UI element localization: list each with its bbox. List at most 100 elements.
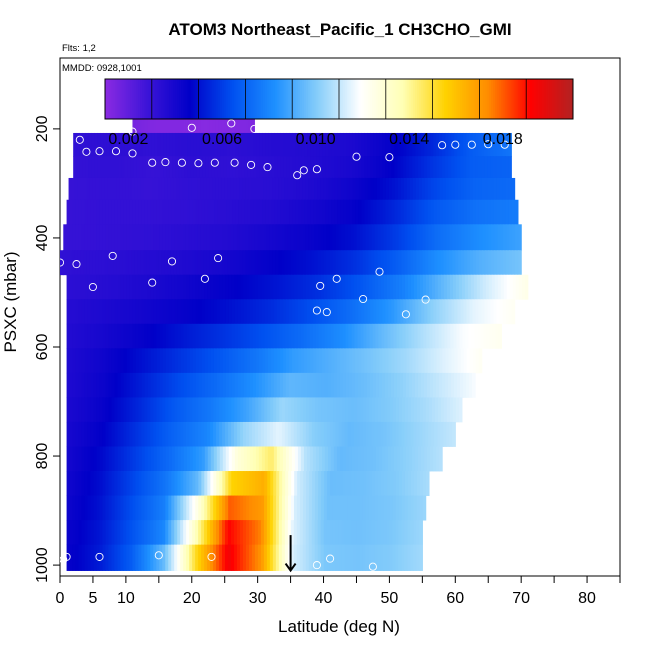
heatmap-cell (401, 421, 406, 447)
heatmap-cell (138, 348, 143, 374)
heatmap-cell (336, 274, 340, 300)
heatmap-cell (114, 274, 119, 300)
heatmap-cell (121, 132, 125, 157)
heatmap-cell (243, 421, 247, 447)
heatmap-cell (205, 132, 209, 157)
heatmap-cell (395, 544, 400, 571)
heatmap-cell (380, 544, 385, 571)
sample-point (332, 274, 341, 283)
colorbar-segment (469, 79, 473, 119)
colorbar-segment (520, 79, 523, 119)
heatmap-cell (221, 177, 225, 201)
heatmap-cell (491, 250, 495, 276)
heatmap-cell (362, 224, 367, 251)
heatmap-cell (156, 446, 161, 472)
heatmap-cell (325, 299, 329, 325)
heatmap-cell (407, 544, 411, 571)
heatmap-cell (256, 348, 260, 374)
heatmap-cell (150, 397, 155, 423)
heatmap-cell (274, 199, 278, 225)
heatmap-cell (297, 471, 301, 496)
colorbar-segment (358, 79, 361, 119)
heatmap-cell (150, 544, 154, 571)
heatmap-cell (433, 177, 438, 201)
heatmap-cell (141, 397, 146, 423)
heatmap-cell (452, 421, 456, 447)
colorbar-segment (370, 79, 373, 119)
heatmap-cell (135, 199, 140, 225)
heatmap-cell (136, 156, 140, 179)
heatmap-cell (414, 372, 419, 398)
heatmap-cell (216, 348, 221, 374)
heatmap-cell (483, 323, 488, 349)
heatmap-cell (228, 421, 232, 447)
sample-point (161, 158, 170, 167)
heatmap-cell (464, 274, 469, 300)
heatmap-cell (434, 250, 438, 276)
heatmap-cell (351, 397, 355, 423)
heatmap-cell (314, 544, 319, 571)
colorbar-segment (426, 79, 430, 119)
heatmap-cell (63, 224, 67, 251)
heatmap-cell (311, 520, 316, 546)
heatmap-cell (105, 421, 110, 447)
heatmap-cell (172, 156, 176, 179)
heatmap-cell (400, 446, 404, 472)
heatmap-cell (266, 224, 271, 251)
colorbar-segment (128, 79, 131, 119)
heatmap-cell (153, 544, 157, 571)
colorbar-segment (212, 79, 215, 119)
heatmap-cell (310, 132, 314, 157)
heatmap-cell (351, 274, 355, 300)
heatmap-cell (401, 224, 406, 251)
heatmap-cell (394, 199, 399, 225)
heatmap-cell (375, 397, 379, 423)
heatmap-cell (342, 471, 346, 496)
heatmap-cell (352, 132, 356, 157)
x-tick-label: 20 (183, 590, 201, 607)
heatmap-cell (301, 156, 305, 179)
heatmap-cell (156, 421, 160, 447)
heatmap-cell (415, 199, 420, 225)
heatmap-cell (248, 177, 252, 201)
heatmap-cell (384, 274, 388, 300)
heatmap-cell (349, 156, 353, 179)
heatmap-cell (484, 177, 489, 201)
heatmap-cell (278, 250, 283, 276)
heatmap-cell (419, 544, 423, 571)
heatmap-cell (436, 299, 441, 325)
heatmap-cell (90, 348, 95, 374)
heatmap-cell (369, 372, 374, 398)
heatmap-cell (497, 250, 501, 276)
heatmap-cell (258, 323, 263, 349)
heatmap-cell (437, 421, 441, 447)
heatmap-cell (357, 323, 362, 349)
heatmap-cell (255, 372, 260, 398)
heatmap-cell (102, 299, 107, 325)
heatmap-cell (269, 224, 274, 251)
heatmap-cell (355, 177, 360, 201)
heatmap-cell (262, 199, 266, 225)
heatmap-cell (141, 372, 146, 398)
heatmap-cell (180, 520, 184, 546)
heatmap-cell (430, 156, 434, 179)
colorbar-segment (144, 79, 147, 119)
heatmap-cell (391, 132, 395, 157)
heatmap-cell (508, 299, 513, 325)
heatmap-cell (307, 348, 311, 374)
heatmap-cell (90, 471, 95, 496)
heatmap-cell (162, 397, 167, 423)
heatmap-cell (142, 132, 146, 157)
heatmap-cell (407, 250, 411, 276)
heatmap-cell (356, 544, 361, 571)
heatmap-cell (445, 372, 449, 398)
heatmap-cell (230, 108, 235, 134)
heatmap-cell (240, 299, 245, 325)
heatmap-cell (281, 544, 286, 571)
heatmap-cell (315, 397, 319, 423)
heatmap-cell (189, 323, 194, 349)
heatmap-cell (105, 446, 110, 472)
heatmap-cell (287, 177, 291, 201)
colorbar-segment (549, 79, 553, 119)
heatmap-cell (177, 446, 182, 472)
